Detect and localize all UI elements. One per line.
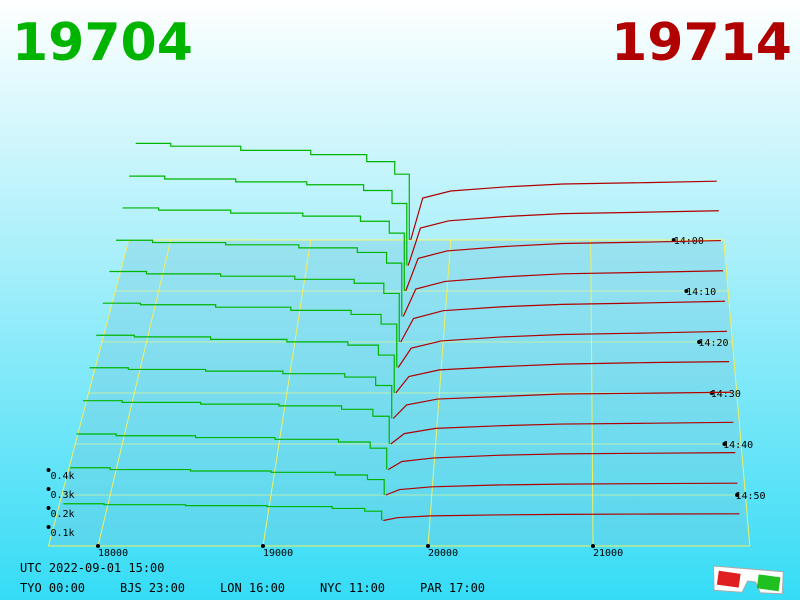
ask-depth-line xyxy=(405,239,721,292)
bid-depth-line xyxy=(122,207,405,291)
bid-depth-line xyxy=(109,270,400,342)
time-zone: NYC 11:00 xyxy=(320,581,385,595)
x-tick-label: 21000 xyxy=(593,548,623,559)
tick-mark xyxy=(46,525,51,529)
ask-depth-line xyxy=(387,452,736,471)
ask-depth-line xyxy=(400,300,726,343)
utc-time: UTC 2022-09-01 15:00 xyxy=(20,561,165,575)
depth-tick-label: 0.3k xyxy=(51,490,75,501)
ask-depth-line xyxy=(397,330,728,368)
bid-depth-line xyxy=(63,503,383,521)
tick-mark xyxy=(591,544,596,548)
ask-depth-line xyxy=(385,482,738,496)
best-ask: 19714 xyxy=(611,13,792,73)
x-tick-label: 20000 xyxy=(428,548,458,559)
time-zone: TYO 00:00 xyxy=(20,581,85,595)
tick-mark xyxy=(261,544,266,548)
time-zone: BJS 23:00 xyxy=(120,581,185,595)
x-tick-label: 19000 xyxy=(263,548,293,559)
ask-depth-line xyxy=(410,180,717,241)
tick-mark xyxy=(46,506,51,510)
tick-mark xyxy=(426,544,431,548)
plot: 18000 19000 20000 2100014:0014:1014:2014:30… xyxy=(46,142,766,559)
tick-mark xyxy=(697,340,702,344)
bid-depth-line xyxy=(69,467,385,495)
tick-mark xyxy=(684,289,689,293)
time-zones: TYO 00:00 BJS 23:00 LON 16:00 NYC 11:00 PAR … xyxy=(20,581,485,595)
tick-mark xyxy=(96,544,101,548)
z-tick-label: 14:50 xyxy=(735,491,765,502)
bid-depth-line xyxy=(83,400,390,444)
ask-depth-line xyxy=(392,391,732,419)
depth-tick-label: 0.4k xyxy=(51,471,75,482)
ask-depth-line xyxy=(390,421,734,445)
bid-depth-line xyxy=(115,239,403,317)
z-tick-label: 14:40 xyxy=(723,440,753,451)
ask-depth-line xyxy=(383,513,740,522)
x-tick-label: 18000 xyxy=(98,548,128,559)
bid-depth-line xyxy=(102,302,398,368)
time-zone: PAR 17:00 xyxy=(420,581,485,595)
bid-depth-line xyxy=(135,142,410,240)
best-bid: 19704 xyxy=(12,13,193,73)
tick-mark xyxy=(46,487,51,491)
ask-depth-line xyxy=(407,210,719,266)
bid-depth-line xyxy=(76,433,388,470)
3d-glasses-icon xyxy=(712,565,784,595)
tick-mark xyxy=(722,442,727,446)
tick-mark xyxy=(46,468,51,472)
z-tick-label: 14:20 xyxy=(698,338,728,349)
time-zone: LON 16:00 xyxy=(220,581,285,595)
tick-mark xyxy=(735,493,740,497)
ask-depth-line xyxy=(395,361,730,394)
depth-tick-label: 0.1k xyxy=(51,528,75,539)
bid-depth-line xyxy=(129,175,408,266)
z-tick-label: 14:10 xyxy=(686,287,716,298)
ask-depth-line xyxy=(402,270,723,317)
depth-tick-label: 0.2k xyxy=(51,509,75,520)
bid-depth-line xyxy=(89,367,393,419)
z-tick-label: 14:30 xyxy=(711,389,741,400)
bid-depth-line xyxy=(96,334,395,393)
